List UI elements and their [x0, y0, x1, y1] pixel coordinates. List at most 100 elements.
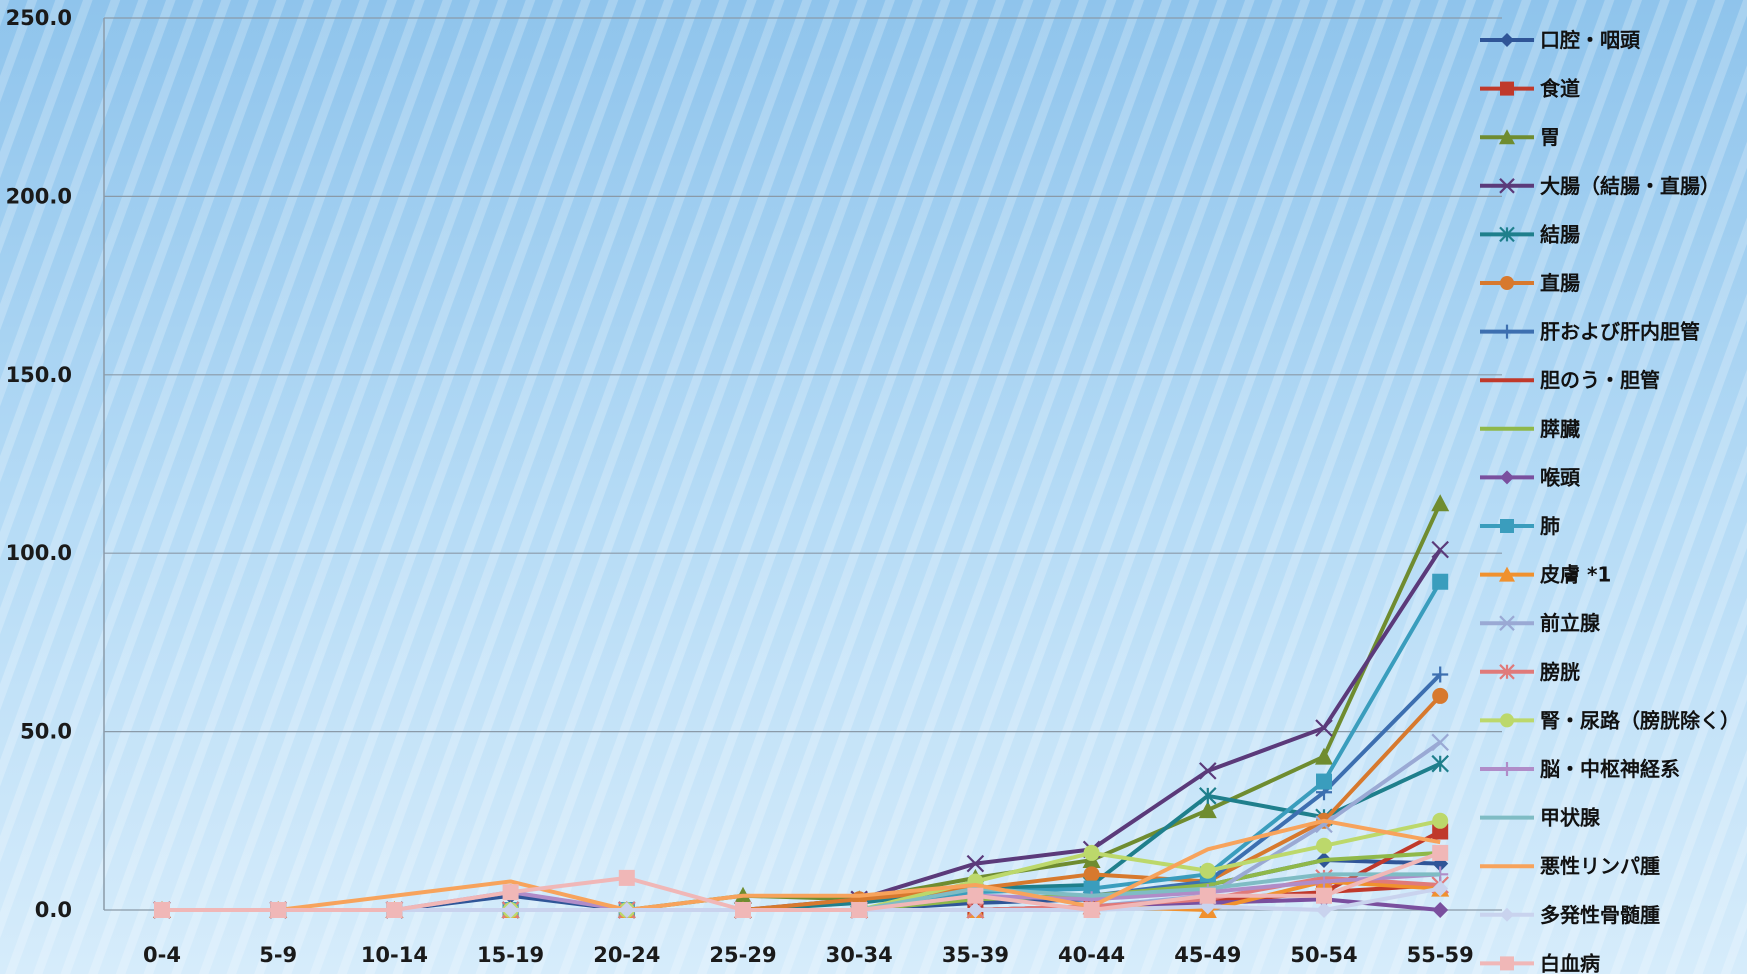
series-line — [162, 818, 1441, 912]
y-tick-label: 50.0 — [20, 720, 72, 744]
legend-item: 甲状腺 — [1480, 806, 1601, 830]
x-tick-label: 25-29 — [709, 943, 776, 967]
axes: 0.0 50.0 100.0 150.0 200.0 250.0 0-4 5-9 10-14 15… — [6, 6, 1474, 967]
data-point — [1083, 844, 1100, 861]
data-point — [502, 884, 519, 901]
data-point — [1499, 664, 1515, 680]
data-point — [1500, 713, 1514, 728]
x-tick-label: 10-14 — [361, 943, 428, 967]
legend-item: 皮膚 *1 — [1480, 563, 1611, 587]
data-point — [1199, 887, 1216, 904]
data-point — [270, 902, 287, 918]
data-point — [1431, 540, 1449, 559]
x-tick-label: 5-9 — [259, 943, 297, 967]
legend-label: 悪性リンパ腫 — [1540, 854, 1660, 878]
data-point — [1499, 178, 1515, 194]
series-line — [162, 851, 1441, 912]
x-tick-label: 45-49 — [1174, 943, 1241, 967]
data-point — [1198, 801, 1217, 819]
legend-label: 口腔・咽頭 — [1540, 28, 1641, 52]
legend-item: 胃 — [1480, 125, 1560, 149]
legend-label: 腎・尿路（膀胱除く） — [1540, 708, 1740, 732]
data-point — [386, 902, 403, 918]
data-point — [1500, 956, 1514, 971]
legend-label: 前立腺 — [1540, 611, 1601, 635]
data-point — [1316, 773, 1332, 790]
legend-item: 胆のう・胆管 — [1480, 368, 1660, 392]
legend-item: 脳・中枢神経系 — [1480, 757, 1680, 781]
data-point — [966, 854, 985, 873]
x-tick-label: 50-54 — [1290, 943, 1357, 967]
data-point — [1432, 666, 1449, 683]
x-tick-label: 30-34 — [826, 943, 893, 967]
data-point — [1432, 573, 1449, 590]
data-point — [1499, 129, 1515, 145]
data-point — [1431, 754, 1449, 773]
data-point — [1499, 226, 1515, 243]
data-point — [1432, 812, 1449, 829]
data-point — [1199, 762, 1217, 780]
data-point — [1083, 902, 1100, 918]
legend-item: 腎・尿路（膀胱除く） — [1480, 708, 1740, 732]
data-point — [618, 902, 635, 918]
y-tick-label: 100.0 — [6, 541, 72, 565]
y-tick-label: 150.0 — [6, 363, 72, 387]
data-point — [1432, 844, 1449, 861]
legend-label: 胆のう・胆管 — [1540, 368, 1660, 392]
legend-label: 甲状腺 — [1540, 806, 1601, 830]
data-point — [1315, 815, 1333, 834]
legend-label: 直腸 — [1540, 271, 1580, 295]
data-point — [1432, 902, 1449, 918]
data-point — [1431, 733, 1449, 752]
legend-item: 直腸 — [1480, 271, 1580, 295]
legend-label: 脳・中枢神経系 — [1539, 757, 1680, 781]
data-point — [1199, 862, 1216, 879]
y-tick-label: 200.0 — [6, 184, 72, 208]
legend-item: 肺 — [1480, 514, 1560, 538]
legend-item: 白血病 — [1480, 951, 1600, 974]
legend-label: 喉頭 — [1540, 465, 1581, 489]
x-tick-label: 40-44 — [1058, 943, 1125, 967]
data-point — [618, 869, 635, 886]
legend-label: 肝および肝内胆管 — [1540, 320, 1700, 344]
legend-label: 膵臓 — [1540, 417, 1580, 441]
data-point — [967, 902, 984, 918]
series-17 — [162, 818, 1441, 912]
data-point — [1316, 902, 1332, 918]
data-point — [1499, 615, 1515, 631]
legend-label: 結腸 — [1540, 222, 1580, 246]
legend-item: 多発性骨髄腫 — [1480, 903, 1660, 927]
data-point — [1500, 519, 1514, 533]
legend-item: 肝および肝内胆管 — [1480, 320, 1700, 344]
data-point — [1316, 887, 1332, 904]
legend-item: 悪性リンパ腫 — [1480, 854, 1660, 878]
legend-label: 肺 — [1540, 514, 1560, 538]
legend-label: 皮膚 *1 — [1540, 563, 1611, 587]
series-lines — [153, 494, 1450, 919]
data-point — [502, 902, 519, 918]
data-point — [1500, 762, 1514, 776]
data-point — [1500, 907, 1514, 922]
data-point — [1500, 33, 1514, 47]
legend-item: 食道 — [1480, 77, 1580, 101]
legend-item: 大腸（結腸・直腸） — [1480, 174, 1720, 198]
data-point — [967, 887, 984, 904]
y-tick-label: 0.0 — [35, 898, 72, 922]
data-point — [1432, 880, 1449, 897]
legend-label: 膀胱 — [1539, 660, 1580, 684]
data-point — [1315, 719, 1333, 737]
series-19 — [154, 844, 1449, 918]
x-tick-label: 55-59 — [1407, 943, 1474, 967]
legend-item: 口腔・咽頭 — [1480, 28, 1641, 52]
legend-item: 前立腺 — [1480, 611, 1601, 635]
x-tick-label: 15-19 — [477, 943, 544, 967]
legend-label: 食道 — [1540, 77, 1580, 101]
data-point — [1083, 880, 1100, 897]
data-point — [1315, 747, 1333, 765]
legend-label: 多発性骨髄腫 — [1540, 903, 1660, 927]
data-point — [1499, 566, 1515, 582]
